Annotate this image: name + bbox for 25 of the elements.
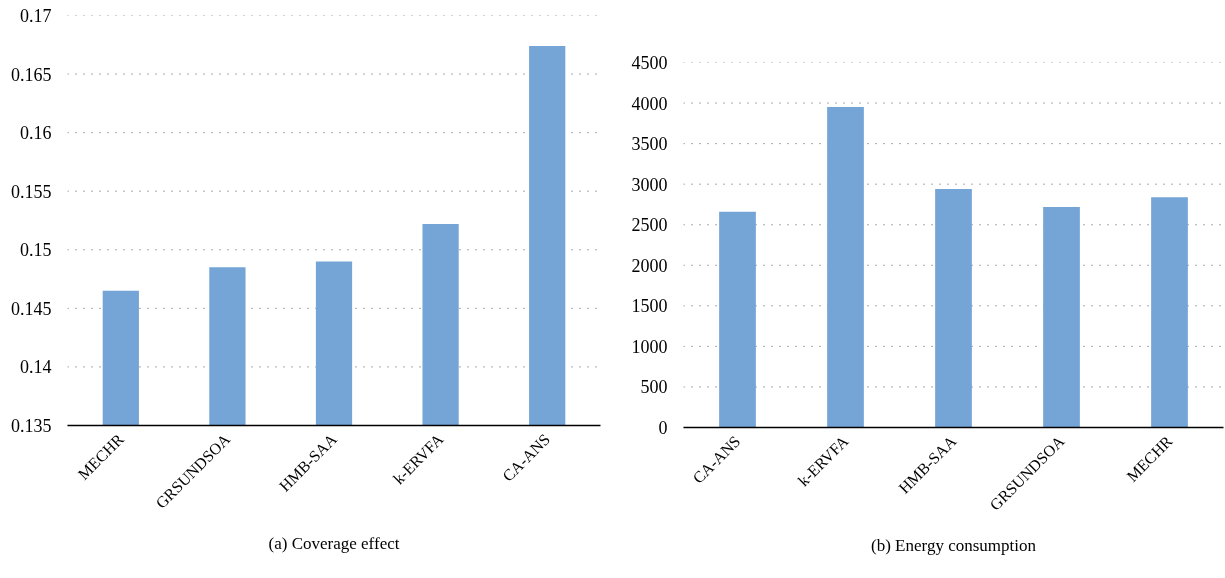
y-tick-label: 2500 [631, 215, 668, 236]
y-tick-label: 3500 [631, 134, 668, 155]
y-tick-label: 0.15 [20, 240, 52, 261]
y-tick-label: 3000 [631, 174, 668, 195]
y-tick-label: 4500 [631, 53, 668, 73]
y-tick-label: 0.165 [11, 64, 52, 85]
text: (b) Energy consumption [871, 535, 1037, 555]
y-tick-label: 0.145 [11, 298, 52, 319]
bar [935, 189, 972, 428]
y-tick-label: 500 [640, 377, 668, 398]
text: (a) Coverage effect [268, 533, 400, 553]
y-tick-label: 0.17 [20, 6, 52, 26]
y-tick-label: 0.14 [20, 357, 52, 378]
bar [827, 107, 864, 428]
y-tick-label: 2000 [631, 255, 668, 276]
bar [1151, 197, 1188, 428]
y-tick-label: 4000 [631, 93, 668, 114]
y-tick-label: 0 [658, 418, 668, 438]
y-tick-label: 0.135 [11, 416, 52, 436]
bar [1043, 206, 1080, 428]
y-tick-label: 0.16 [20, 123, 52, 144]
y-tick-label: 0.155 [11, 181, 52, 202]
y-tick-label: 1500 [631, 296, 668, 317]
y-tick-label: 1000 [631, 336, 668, 357]
bar [719, 211, 756, 428]
